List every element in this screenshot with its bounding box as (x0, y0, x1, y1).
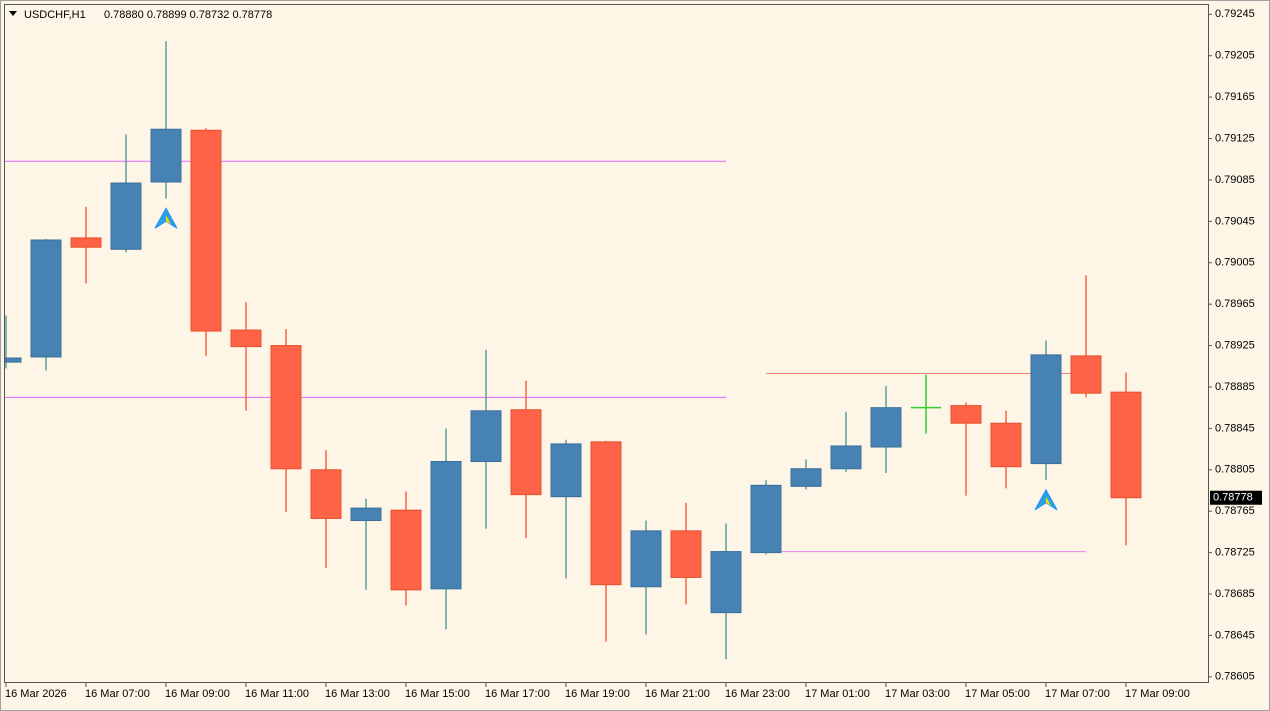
candle-body (790, 468, 822, 487)
candle-body (270, 345, 302, 470)
candle-body (390, 509, 422, 591)
y-tick-label: 0.78605 (1215, 671, 1255, 683)
candle-body (150, 128, 182, 183)
x-tick-label: 16 Mar 09:00 (165, 688, 230, 700)
x-tick-label: 16 Mar 23:00 (725, 688, 790, 700)
x-tick-label: 17 Mar 03:00 (885, 688, 950, 700)
y-tick-label: 0.78845 (1215, 422, 1255, 434)
candle-body (5, 357, 22, 363)
candle-body (30, 239, 62, 358)
candle-body (590, 441, 622, 586)
ohlc-header: 0.78880 0.78899 0.78732 0.78778 (104, 9, 272, 21)
y-tick-label: 0.78885 (1215, 381, 1255, 393)
candle-body (990, 422, 1022, 468)
symbol-title: USDCHF,H1 (24, 9, 86, 21)
candle-body (670, 530, 702, 578)
last-price-label: 0.78778 (1213, 492, 1253, 504)
y-tick-label: 0.79085 (1215, 174, 1255, 186)
x-tick-label: 16 Mar 07:00 (85, 688, 150, 700)
signal-arrow-inner (166, 215, 171, 225)
x-tick-label: 16 Mar 19:00 (565, 688, 630, 700)
menu-arrow[interactable] (9, 11, 17, 16)
candle-body (830, 445, 862, 470)
y-tick-label: 0.78765 (1215, 505, 1255, 517)
candle-body (430, 461, 462, 590)
y-tick-label: 0.78925 (1215, 339, 1255, 351)
candle-body (70, 237, 102, 248)
x-tick-label: 16 Mar 17:00 (485, 688, 550, 700)
x-tick-label: 16 Mar 13:00 (325, 688, 390, 700)
candle-body (750, 484, 782, 554)
x-tick-label: 17 Mar 01:00 (805, 688, 870, 700)
y-tick-label: 0.79205 (1215, 50, 1255, 62)
y-tick-label: 0.78645 (1215, 629, 1255, 641)
last-price-box (1210, 490, 1262, 505)
candle-body (350, 507, 382, 522)
candle-body (710, 551, 742, 614)
x-tick-label: 16 Mar 2026 (5, 688, 67, 700)
plot-border (4, 4, 1209, 683)
candle-body (1110, 391, 1142, 499)
y-tick-label: 0.78685 (1215, 588, 1255, 600)
x-tick-label: 17 Mar 09:00 (1125, 688, 1190, 700)
plot-area (5, 41, 1142, 660)
y-tick-label: 0.79165 (1215, 91, 1255, 103)
y-tick-label: 0.79125 (1215, 132, 1255, 144)
x-tick-label: 16 Mar 21:00 (645, 688, 710, 700)
y-tick-label: 0.78805 (1215, 464, 1255, 476)
candle-body (870, 407, 902, 448)
x-tick-label: 16 Mar 11:00 (245, 688, 309, 700)
candle-body (110, 182, 142, 250)
candle-body (470, 410, 502, 463)
x-tick-label: 17 Mar 05:00 (965, 688, 1030, 700)
y-tick-label: 0.79005 (1215, 257, 1255, 269)
candle-body (630, 530, 662, 588)
y-tick-label: 0.79045 (1215, 215, 1255, 227)
signal-arrow-inner (1046, 496, 1051, 506)
candle-body (1030, 354, 1062, 465)
candle-body (230, 329, 262, 348)
candle-body (190, 129, 222, 332)
x-tick-label: 16 Mar 15:00 (405, 688, 470, 700)
candle-body (550, 443, 582, 498)
candle-body (950, 405, 982, 424)
candle-body (310, 469, 342, 519)
candle-body (1070, 355, 1102, 394)
x-tick-label: 17 Mar 07:00 (1045, 688, 1110, 700)
y-tick-label: 0.78965 (1215, 298, 1255, 310)
y-tick-label: 0.79245 (1215, 8, 1255, 20)
candle-body (510, 409, 542, 496)
y-tick-label: 0.78725 (1215, 547, 1255, 559)
